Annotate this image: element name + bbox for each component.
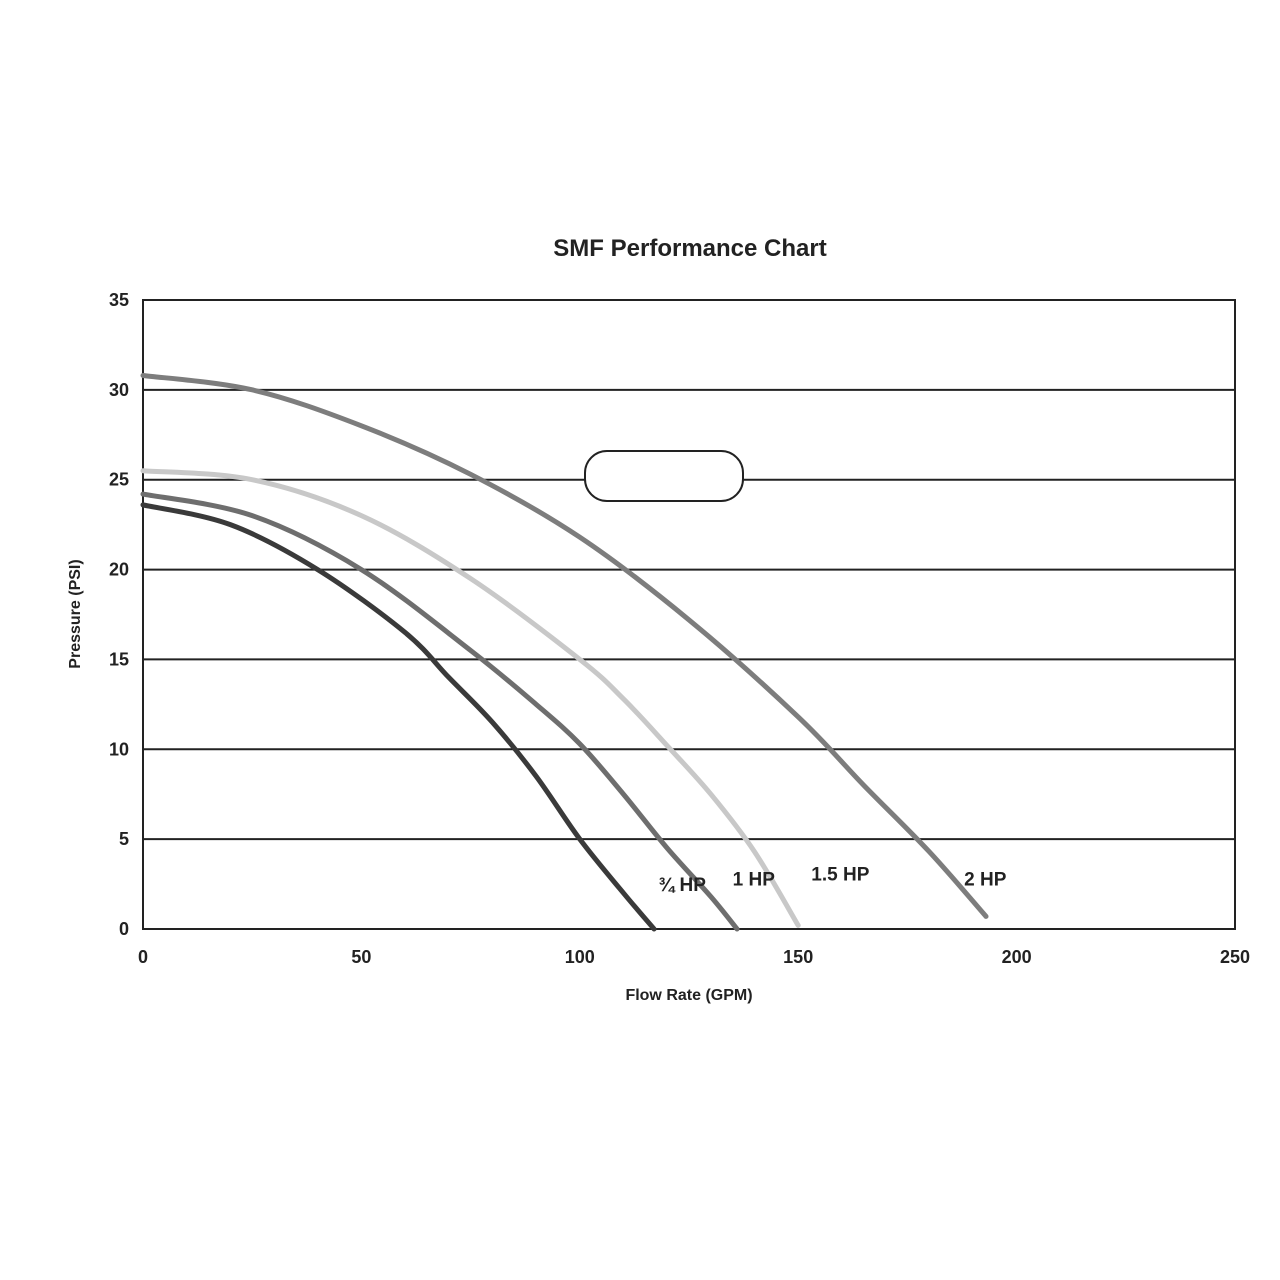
- y-tick-label: 10: [109, 739, 129, 759]
- y-tick-label: 35: [109, 290, 129, 310]
- x-tick-label: 200: [1002, 947, 1032, 967]
- blank-label-box: [584, 450, 744, 502]
- x-axis-ticks: 0 50 100 150 200 250: [138, 947, 1250, 967]
- y-tick-label: 25: [109, 470, 129, 490]
- y-tick-label: 15: [109, 649, 129, 669]
- y-tick-label: 20: [109, 560, 129, 580]
- series-line-3: [140, 372, 989, 919]
- y-axis-ticks: 0 5 10 15 20 25 30 35: [109, 290, 129, 939]
- series-line-1: [140, 491, 740, 932]
- series-group: [140, 372, 989, 932]
- y-tick-label: 0: [119, 919, 129, 939]
- x-tick-label: 0: [138, 947, 148, 967]
- plot-frame: [142, 299, 1236, 930]
- y-tick-label: 5: [119, 829, 129, 849]
- x-tick-label: 100: [565, 947, 595, 967]
- series-line-2: [140, 468, 801, 928]
- series-label-0: ¾ HP: [658, 875, 706, 896]
- series-labels: ¾ HP 1 HP 1.5 HP 2 HP: [658, 864, 1006, 896]
- chart-title: SMF Performance Chart: [553, 235, 826, 262]
- series-line-0: [140, 502, 657, 932]
- x-axis-label: Flow Rate (GPM): [625, 987, 752, 1004]
- x-tick-label: 250: [1220, 947, 1250, 967]
- x-tick-label: 150: [783, 947, 813, 967]
- y-tick-label: 30: [109, 380, 129, 400]
- series-label-3: 2 HP: [964, 870, 1007, 891]
- series-label-1: 1 HP: [733, 870, 776, 891]
- series-label-2: 1.5 HP: [811, 864, 869, 885]
- y-axis-label: Pressure (PSI): [67, 559, 84, 668]
- x-tick-label: 50: [351, 947, 371, 967]
